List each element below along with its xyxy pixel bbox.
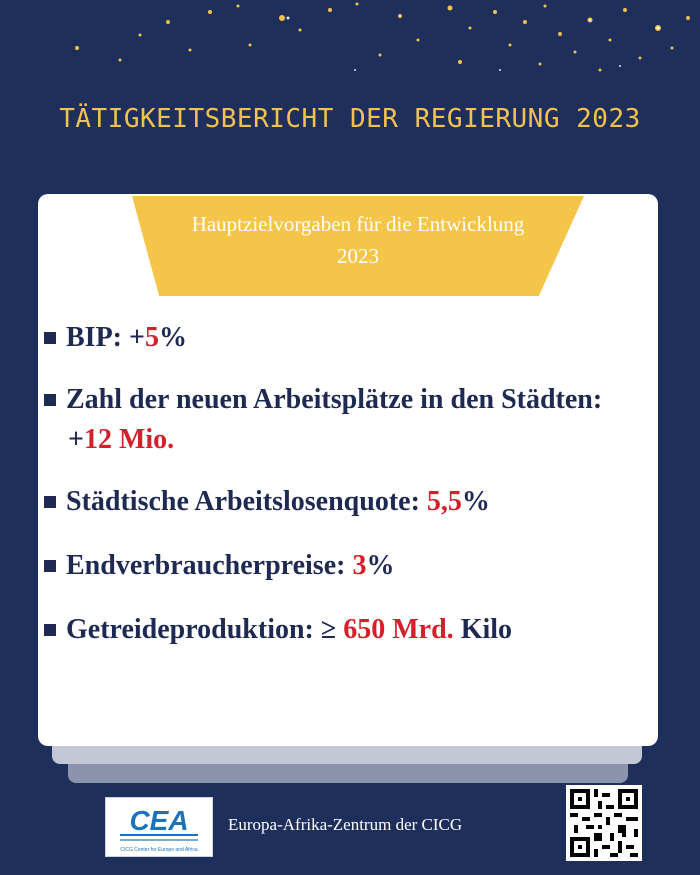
list-item-unemployment: Städtische Arbeitslosenquote: 5,5% <box>40 482 660 522</box>
grain-value: 650 Mrd. <box>343 614 454 645</box>
page-title: TÄTIGKEITSBERICHT DER REGIERUNG 2023 <box>59 104 641 134</box>
gdp-value: 5 <box>144 322 159 353</box>
bullet-icon <box>44 623 56 636</box>
logo-subtitle: CICG Center for Europe and Africa <box>120 847 197 853</box>
header-banner <box>132 196 584 296</box>
cpi-value: 3 <box>352 550 367 581</box>
list-item-gdp: BIP: +5% <box>40 318 660 358</box>
banner-line-1: Hauptzielvorgaben für die Entwicklung <box>191 212 525 236</box>
organization-name: Europa-Afrika-Zentrum der CICG <box>228 815 463 834</box>
qr-code-icon <box>566 785 642 861</box>
banner-text: Hauptzielvorgaben für die Entwicklung 20… <box>132 208 584 272</box>
bullet-icon <box>44 393 56 406</box>
cea-logo-icon: CEA CICG Center for Europe and Africa <box>120 805 198 853</box>
list-item-jobs: Zahl der neuen Arbeitsplätze in den Städ… <box>40 380 660 460</box>
logo-wordmark: CEA <box>129 805 188 836</box>
unemployment-value: 5,5 <box>426 486 462 517</box>
jobs-value: 12 Mio. <box>83 424 175 455</box>
list-item-cpi: Endverbraucherpreise: 3% <box>40 546 660 586</box>
sparkle-decoration <box>75 2 690 72</box>
bullet-icon <box>44 331 56 344</box>
banner-line-2: 2023 <box>337 244 379 268</box>
jobs-value-line: +12 Mio. <box>68 424 175 455</box>
list-item-grain: Getreideproduktion: ≥ 650 Mrd. Kilo <box>40 610 660 650</box>
bullet-icon <box>44 495 56 508</box>
bullet-icon <box>44 559 56 572</box>
cea-logo: CEA CICG Center for Europe and Africa <box>105 797 213 857</box>
